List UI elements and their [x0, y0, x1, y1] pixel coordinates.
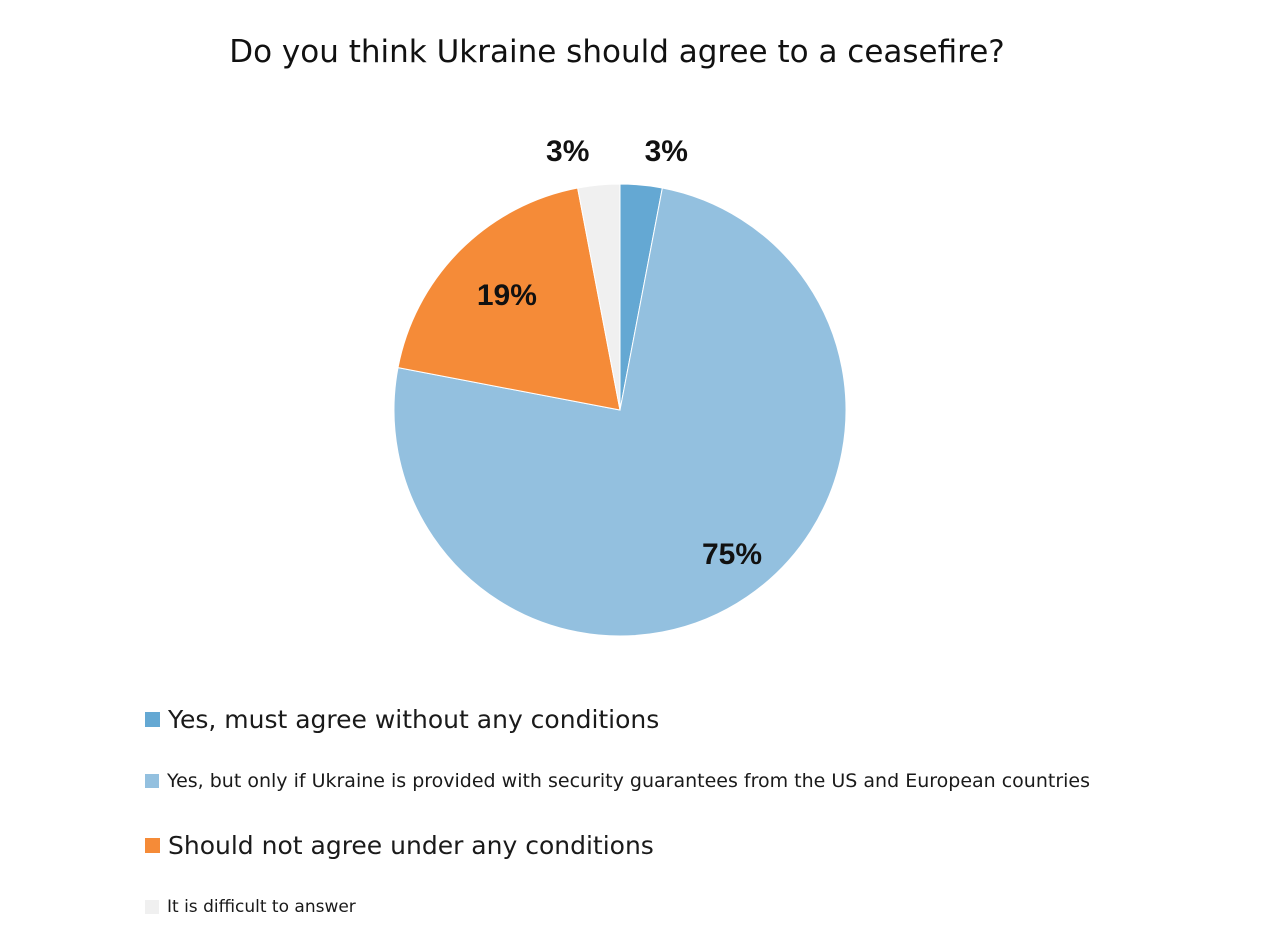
slice-yes-with-guarantees	[393, 187, 847, 637]
legend-label: It is difficult to answer	[167, 897, 356, 917]
legend-label: Should not agree under any conditions	[168, 831, 654, 860]
slice-should-not-agree	[397, 187, 621, 411]
legend-swatch	[145, 838, 160, 853]
data-label: 3%	[645, 135, 688, 168]
legend-item-yes-with-guarantees: Yes, but only if Ukraine is provided wit…	[145, 770, 1090, 792]
legend-item-yes-unconditional: Yes, must agree without any conditions	[145, 705, 659, 734]
data-label: 3%	[546, 135, 589, 168]
data-label: 19%	[477, 279, 537, 312]
legend-swatch	[145, 712, 160, 727]
legend-label: Yes, but only if Ukraine is provided wit…	[167, 770, 1091, 792]
legend-swatch	[145, 774, 159, 788]
chart-title: Do you think Ukraine should agree to a c…	[229, 34, 1005, 70]
legend-item-should-not-agree: Should not agree under any conditions	[145, 831, 654, 860]
legend-swatch	[145, 900, 159, 914]
data-label: 75%	[702, 538, 762, 571]
legend-label: Yes, must agree without any conditions	[168, 705, 660, 734]
slice-difficult-to-answer	[577, 183, 621, 411]
legend-item-difficult-to-answer: It is difficult to answer	[145, 897, 356, 917]
